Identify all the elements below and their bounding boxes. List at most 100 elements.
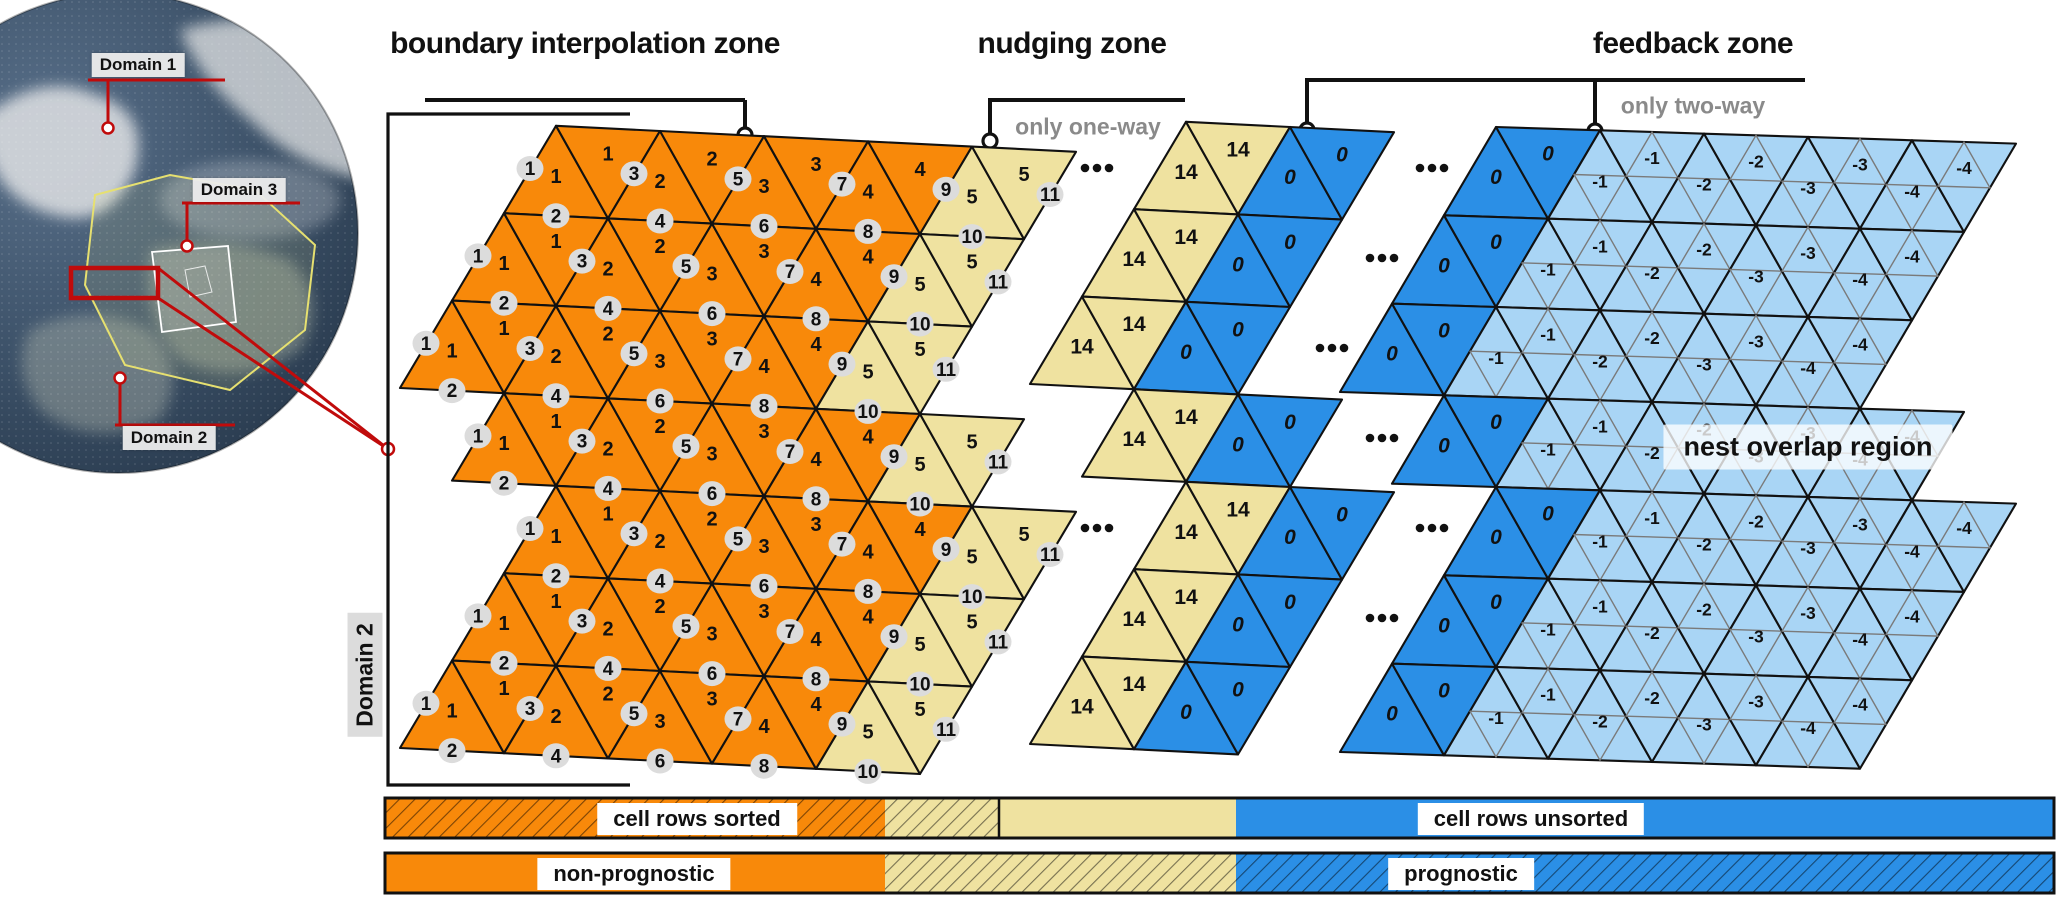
svg-text:5: 5 <box>914 339 925 361</box>
svg-text:4: 4 <box>655 212 666 233</box>
nest-overlap-label: nest overlap region <box>1663 424 1953 470</box>
svg-text:11: 11 <box>988 632 1009 653</box>
svg-text:-4: -4 <box>1800 358 1816 378</box>
svg-text:-2: -2 <box>1696 240 1712 260</box>
svg-text:0: 0 <box>1232 433 1244 456</box>
svg-text:-3: -3 <box>1748 691 1764 711</box>
svg-text:0: 0 <box>1386 343 1398 366</box>
svg-text:1: 1 <box>421 694 432 715</box>
svg-text:5: 5 <box>966 432 977 454</box>
svg-text:3: 3 <box>758 421 769 443</box>
svg-text:8: 8 <box>811 309 822 330</box>
svg-text:1: 1 <box>602 503 613 525</box>
svg-text:-4: -4 <box>1800 718 1816 738</box>
svg-text:-1: -1 <box>1540 260 1556 280</box>
svg-text:5: 5 <box>629 344 640 365</box>
feedback-zone-subtitle: only two-way <box>1620 92 1766 119</box>
svg-text:4: 4 <box>862 541 874 563</box>
svg-text:2: 2 <box>654 236 665 258</box>
svg-text:4: 4 <box>603 479 614 500</box>
svg-text:-3: -3 <box>1696 715 1712 735</box>
svg-text:1: 1 <box>550 166 561 188</box>
svg-text:3: 3 <box>654 351 665 373</box>
svg-text:3: 3 <box>706 624 717 646</box>
svg-text:0: 0 <box>1284 231 1296 254</box>
svg-text:0: 0 <box>1438 254 1450 277</box>
svg-text:10: 10 <box>961 587 982 608</box>
globe-domain2-label: Domain 2 <box>122 426 216 450</box>
svg-text:3: 3 <box>525 339 536 360</box>
svg-text:0: 0 <box>1490 411 1502 434</box>
svg-text:9: 9 <box>837 355 848 376</box>
svg-text:-2: -2 <box>1644 328 1660 348</box>
svg-text:1: 1 <box>473 246 484 267</box>
svg-text:14: 14 <box>1122 608 1146 631</box>
svg-text:7: 7 <box>785 262 796 283</box>
svg-text:10: 10 <box>909 315 930 336</box>
svg-text:7: 7 <box>733 709 744 730</box>
svg-text:2: 2 <box>550 706 561 728</box>
svg-text:2: 2 <box>602 323 613 345</box>
svg-text:-3: -3 <box>1800 178 1816 198</box>
svg-text:0: 0 <box>1284 411 1296 434</box>
svg-text:14: 14 <box>1122 248 1146 271</box>
svg-text:5: 5 <box>629 704 640 725</box>
svg-text:-2: -2 <box>1644 623 1660 643</box>
svg-text:3: 3 <box>629 164 640 185</box>
svg-text:5: 5 <box>1018 524 1029 546</box>
svg-text:5: 5 <box>914 274 925 296</box>
svg-text:4: 4 <box>810 449 822 471</box>
svg-text:-1: -1 <box>1592 596 1608 616</box>
svg-text:2: 2 <box>654 531 665 553</box>
svg-text:-4: -4 <box>1852 335 1868 355</box>
svg-text:2: 2 <box>550 346 561 368</box>
svg-text:5: 5 <box>914 699 925 721</box>
svg-text:-4: -4 <box>1904 246 1920 266</box>
svg-text:0: 0 <box>1284 526 1296 549</box>
svg-text:10: 10 <box>857 762 878 783</box>
svg-text:6: 6 <box>707 304 718 325</box>
svg-text:2: 2 <box>706 149 717 171</box>
svg-text:4: 4 <box>810 334 822 356</box>
svg-text:5: 5 <box>966 547 977 569</box>
svg-text:-1: -1 <box>1592 236 1608 256</box>
svg-text:3: 3 <box>629 524 640 545</box>
svg-text:14: 14 <box>1174 226 1198 249</box>
svg-text:4: 4 <box>862 426 874 448</box>
svg-text:-4: -4 <box>1956 518 1972 538</box>
svg-text:3: 3 <box>577 612 588 633</box>
svg-text:2: 2 <box>499 294 510 315</box>
svg-text:0: 0 <box>1438 319 1450 342</box>
svg-text:11: 11 <box>1040 545 1061 566</box>
svg-text:1: 1 <box>550 411 561 433</box>
domain2-marker <box>113 371 127 385</box>
globe-red-annotations <box>68 78 389 451</box>
svg-text:2: 2 <box>551 206 562 227</box>
svg-text:8: 8 <box>811 489 822 510</box>
svg-text:4: 4 <box>862 181 874 203</box>
svg-text:4: 4 <box>603 659 614 680</box>
svg-text:2: 2 <box>706 509 717 531</box>
svg-text:0: 0 <box>1232 678 1244 701</box>
svg-text:3: 3 <box>810 154 821 176</box>
svg-text:-4: -4 <box>1904 181 1920 201</box>
section-boundary-interpolation: 1122334455123456789101111223344551234567… <box>398 124 1078 784</box>
svg-text:1: 1 <box>550 591 561 613</box>
svg-text:5: 5 <box>733 169 744 190</box>
svg-text:0: 0 <box>1232 613 1244 636</box>
legend-nonprognostic-label: non-prognostic <box>537 858 731 890</box>
svg-text:4: 4 <box>551 746 562 767</box>
svg-text:1: 1 <box>421 334 432 355</box>
svg-text:-3: -3 <box>1748 626 1764 646</box>
svg-text:-3: -3 <box>1800 538 1816 558</box>
svg-text:-4: -4 <box>1904 541 1920 561</box>
svg-text:3: 3 <box>758 176 769 198</box>
svg-text:14: 14 <box>1174 406 1198 429</box>
svg-text:14: 14 <box>1070 336 1094 359</box>
svg-text:9: 9 <box>889 447 900 468</box>
svg-text:9: 9 <box>837 715 848 736</box>
svg-text:2: 2 <box>654 596 665 618</box>
svg-text:1: 1 <box>498 318 509 340</box>
svg-text:6: 6 <box>655 392 666 413</box>
